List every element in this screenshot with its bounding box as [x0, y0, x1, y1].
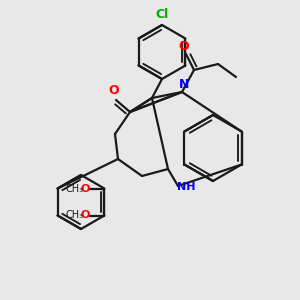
Text: Cl: Cl [155, 8, 169, 22]
Text: O: O [179, 40, 189, 52]
Text: CH₃: CH₃ [65, 211, 83, 220]
Text: NH: NH [177, 182, 195, 192]
Text: O: O [81, 184, 90, 194]
Text: CH₃: CH₃ [65, 184, 83, 194]
Text: N: N [179, 77, 189, 91]
Text: O: O [109, 85, 119, 98]
Text: O: O [81, 211, 90, 220]
